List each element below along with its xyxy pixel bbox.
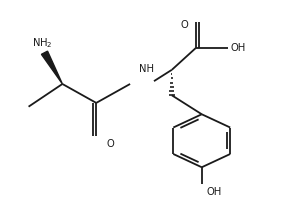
Text: O: O bbox=[106, 139, 114, 149]
Text: OH: OH bbox=[207, 187, 222, 197]
Text: NH$_2$: NH$_2$ bbox=[32, 36, 53, 50]
Text: O: O bbox=[180, 20, 188, 30]
Text: NH: NH bbox=[139, 64, 154, 74]
Text: OH: OH bbox=[231, 43, 246, 53]
Polygon shape bbox=[41, 51, 62, 84]
